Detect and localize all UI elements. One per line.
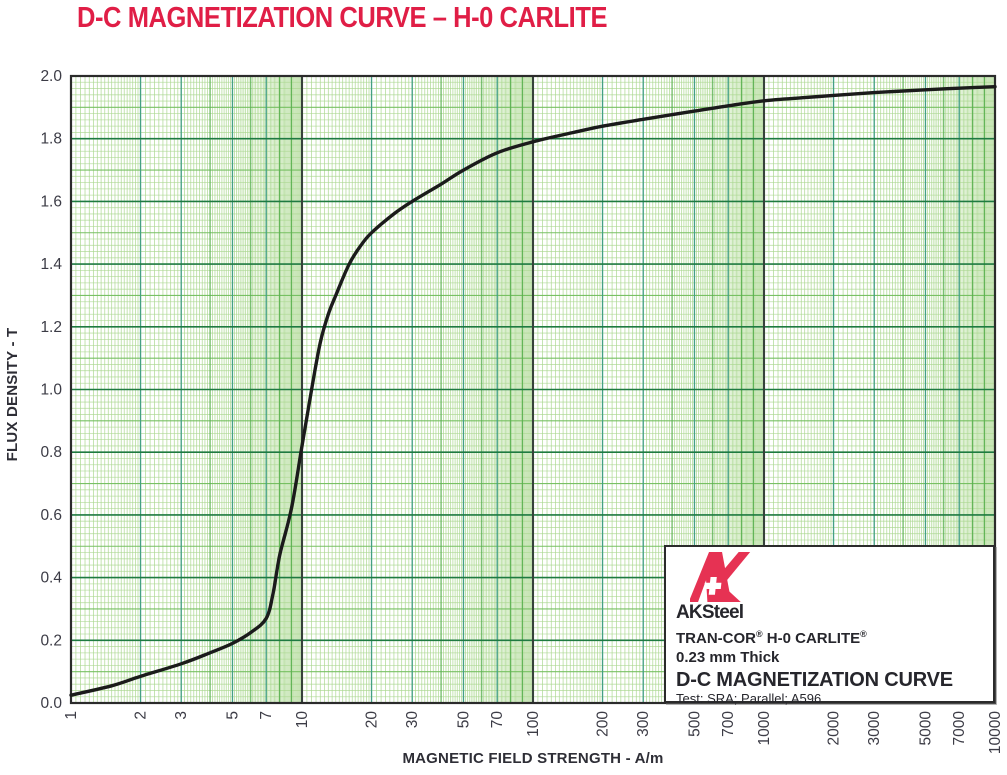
x-tick-label: 1000 bbox=[756, 711, 773, 746]
y-tick-label: 0.0 bbox=[40, 695, 62, 712]
brand-wordmark: AKSteel bbox=[676, 602, 744, 623]
x-tick-label: 200 bbox=[595, 711, 612, 737]
x-tick-label: 10 bbox=[294, 711, 311, 729]
x-tick-label: 20 bbox=[364, 711, 381, 729]
product-name: TRAN-COR® H-0 CARLITE® bbox=[676, 629, 993, 648]
y-tick-label: 0.2 bbox=[40, 632, 62, 649]
x-tick-label: 3 bbox=[173, 711, 190, 720]
magnetization-curve bbox=[69, 85, 997, 697]
y-tick-label: 1.0 bbox=[40, 382, 62, 399]
thickness-label: 0.23 mm Thick bbox=[676, 648, 780, 666]
x-tick-label: 2 bbox=[133, 711, 150, 720]
y-axis-title: FLUX DENSITY - T bbox=[4, 328, 21, 462]
x-axis-title: MAGNETIC FIELD STRENGTH - A/m bbox=[402, 750, 663, 767]
legend-box: AKSteel TRAN-COR® H-0 CARLITE® 0.23 mm T… bbox=[664, 545, 995, 705]
plot-border bbox=[69, 74, 997, 705]
product-name-part: TRAN-COR bbox=[676, 629, 756, 647]
x-tick-label: 300 bbox=[635, 711, 652, 737]
y-tick-label: 0.8 bbox=[40, 444, 62, 461]
x-tick-label: 3000 bbox=[866, 711, 883, 746]
y-tick-label: 2.0 bbox=[40, 68, 62, 85]
x-tick-label: 700 bbox=[720, 711, 737, 737]
x-tick-label: 50 bbox=[456, 711, 473, 729]
test-note: Test: SRA; Parallel; A596 bbox=[676, 690, 822, 706]
x-tick-label: 5 bbox=[225, 711, 242, 720]
y-tick-label: 0.6 bbox=[40, 507, 62, 524]
x-tick-label: 2000 bbox=[826, 711, 843, 746]
x-tick-label: 5000 bbox=[918, 711, 935, 746]
page-title: D-C MAGNETIZATION CURVE – H-0 CARLITE bbox=[77, 2, 608, 34]
y-tick-label: 0.4 bbox=[40, 570, 62, 587]
y-tick-label: 1.2 bbox=[40, 319, 62, 336]
y-tick-label: 1.6 bbox=[40, 193, 62, 210]
x-tick-label: 7 bbox=[258, 711, 275, 720]
aksteel-logo-icon bbox=[690, 552, 751, 602]
x-tick-label: 30 bbox=[404, 711, 421, 729]
y-tick-label: 1.4 bbox=[40, 256, 62, 273]
registered-mark-icon: ® bbox=[756, 628, 763, 639]
x-tick-label: 100 bbox=[525, 711, 542, 737]
product-name-part: H-0 CARLITE bbox=[762, 629, 861, 647]
x-tick-label: 70 bbox=[489, 711, 506, 729]
box-curve-title: D-C MAGNETIZATION CURVE bbox=[676, 668, 953, 691]
x-tick-label: 500 bbox=[687, 711, 704, 737]
axis-tick-labels: 0.0 0.2 0.4 0.6 0.8 1.0 1.2 1.4 1.6 1.8 2.0 1 2 3 5 7 10… bbox=[40, 68, 1004, 754]
x-tick-label: 7000 bbox=[951, 711, 968, 746]
registered-mark-icon: ® bbox=[860, 628, 867, 639]
y-tick-label: 1.8 bbox=[40, 131, 62, 148]
x-tick-label: 10000 bbox=[987, 711, 1004, 754]
x-tick-label: 1 bbox=[63, 711, 80, 720]
